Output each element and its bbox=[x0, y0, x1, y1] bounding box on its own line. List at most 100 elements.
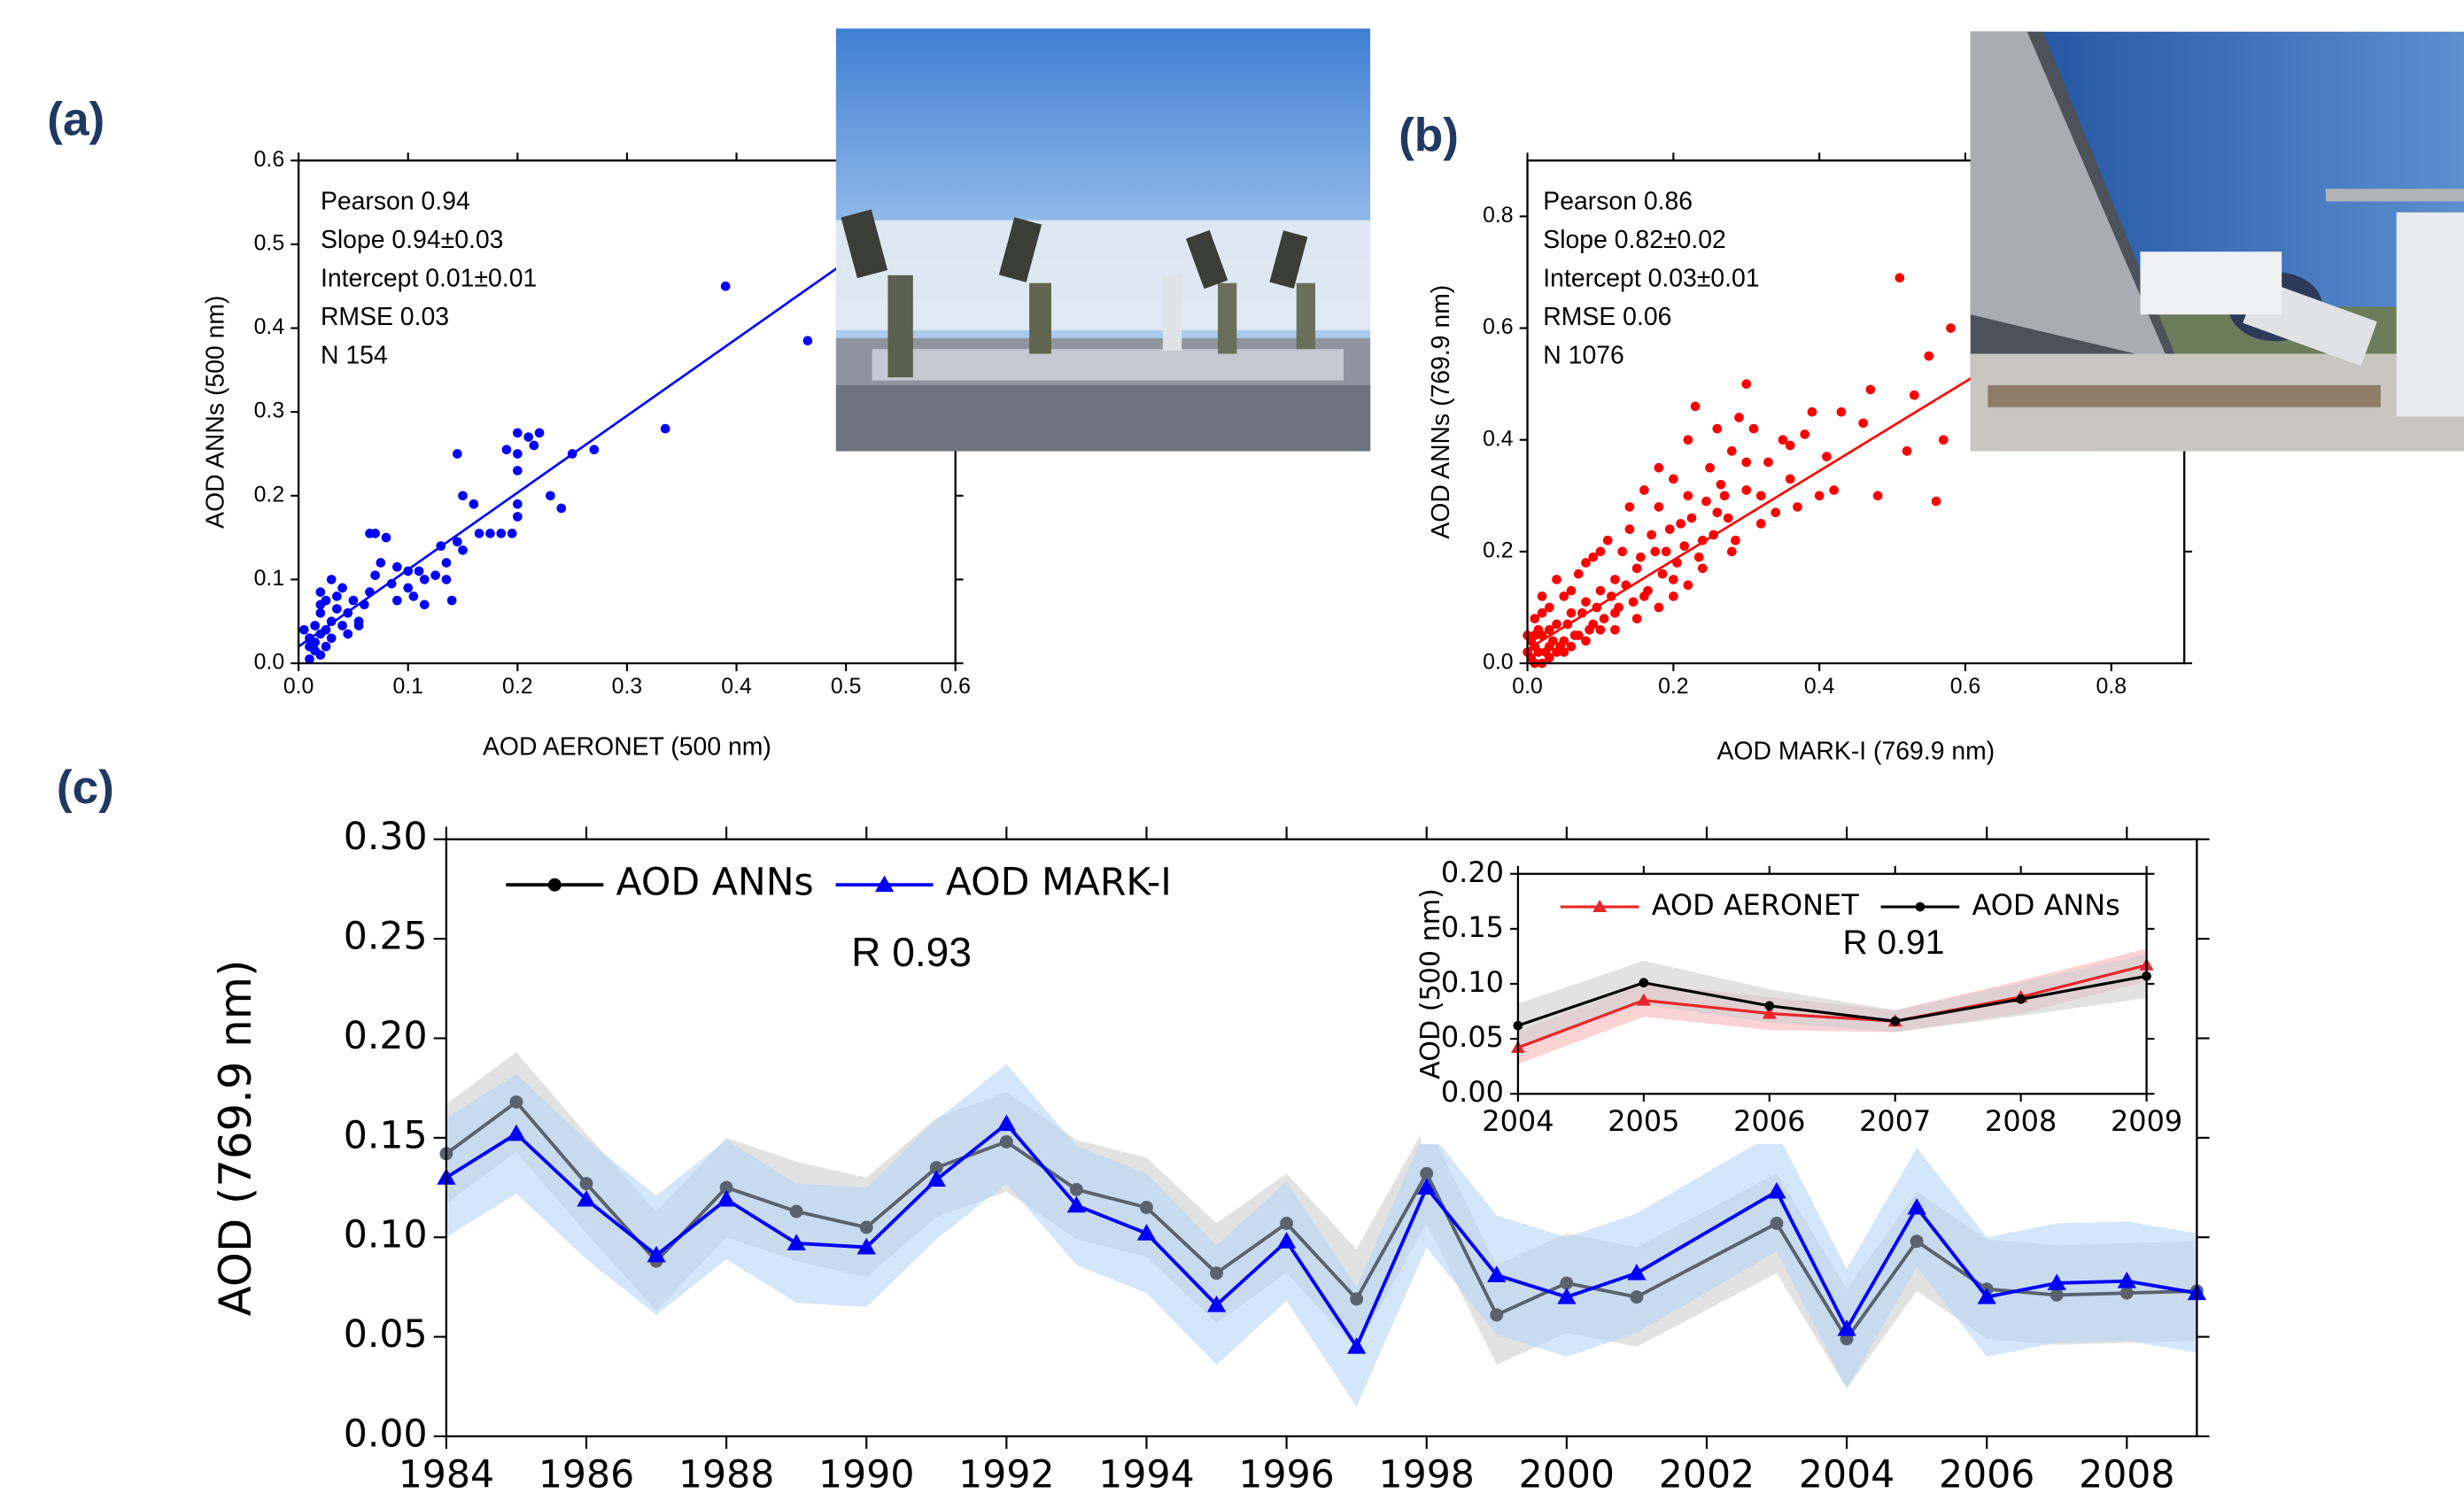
y-tick-label: 0.00 bbox=[344, 1412, 428, 1456]
x-tick-label: 0.0 bbox=[283, 675, 314, 699]
scatter-point bbox=[386, 578, 397, 589]
marker bbox=[1069, 1182, 1083, 1196]
scatter-point bbox=[1610, 624, 1620, 635]
scatter-point bbox=[1631, 563, 1642, 574]
scatter-point bbox=[1778, 435, 1788, 445]
marker bbox=[859, 1220, 873, 1234]
x-tick-label: 0.2 bbox=[1658, 675, 1689, 699]
marker bbox=[2047, 1273, 2066, 1290]
annotation: Intercept 0.03±0.01 bbox=[1543, 265, 1759, 293]
marker bbox=[1890, 1016, 1901, 1026]
y-tick-label: 0.05 bbox=[344, 1312, 428, 1357]
scatter-point bbox=[1829, 485, 1839, 495]
marker bbox=[1276, 1232, 1297, 1249]
scatter-point bbox=[332, 592, 342, 601]
y-tick-label: 0.15 bbox=[1441, 910, 1504, 944]
scatter-point bbox=[419, 600, 430, 610]
legend-marker bbox=[1592, 900, 1608, 913]
scatter-point bbox=[1610, 607, 1620, 618]
y-axis-label: AOD (769.9 nm) bbox=[210, 959, 261, 1316]
scatter-point bbox=[1894, 273, 1905, 283]
legend-label: AOD ANNs bbox=[616, 861, 814, 905]
scatter-point bbox=[1865, 384, 1876, 395]
x-tick-label: 2005 bbox=[1608, 1104, 1679, 1138]
scatter-point bbox=[458, 491, 468, 501]
y-tick-label: 0.6 bbox=[254, 148, 285, 172]
x-tick-label: 0.5 bbox=[831, 675, 862, 699]
scatter-point bbox=[512, 449, 523, 459]
scatter-point bbox=[353, 621, 364, 631]
y-tick-label: 0.8 bbox=[1483, 204, 1514, 228]
scatter-point bbox=[1931, 496, 1941, 507]
scatter-point bbox=[1654, 502, 1664, 512]
x-tick-label: 2008 bbox=[2079, 1453, 2174, 1497]
fit-line bbox=[1526, 371, 1981, 651]
x-tick-label: 0.0 bbox=[1512, 675, 1543, 699]
plots: (a) 0.0 0.1 0.2 0.3 0.4 0.5 0.6 0.0 0.1 0.2 0.3 0.4 0… bbox=[47, 94, 2210, 1497]
scatter-point bbox=[326, 633, 337, 643]
annotation: Slope 0.82±0.02 bbox=[1543, 226, 1725, 254]
scatter-point bbox=[589, 445, 600, 455]
scatter-point bbox=[1664, 524, 1675, 534]
marker bbox=[1636, 993, 1651, 1006]
scatter-point bbox=[1741, 379, 1752, 389]
scatter-point bbox=[1741, 457, 1752, 468]
scatter-point bbox=[523, 432, 533, 442]
x-tick-label: 2008 bbox=[1985, 1104, 2057, 1138]
scatter-point bbox=[1530, 614, 1540, 623]
y-tick-label: 0.2 bbox=[1483, 538, 1514, 562]
scatter-point bbox=[326, 575, 337, 584]
scatter-point bbox=[1698, 563, 1708, 574]
scatter-point bbox=[1924, 351, 1934, 361]
y-tick-label: 0.4 bbox=[1483, 427, 1514, 451]
panel-label: (c) bbox=[57, 762, 114, 814]
scatter-point bbox=[305, 654, 314, 664]
scatter-point bbox=[1624, 524, 1635, 534]
scatter-point bbox=[1617, 546, 1628, 557]
annotation: Intercept 0.01±0.01 bbox=[321, 265, 537, 293]
scatter-point bbox=[1566, 607, 1577, 618]
x-tick-label: 0.6 bbox=[1950, 675, 1981, 699]
x-tick-label: 1998 bbox=[1379, 1453, 1475, 1497]
marker bbox=[1557, 1287, 1577, 1304]
scatter-point bbox=[1723, 513, 1733, 523]
x-tick-label: 2004 bbox=[1482, 1104, 1554, 1138]
scatter-point bbox=[1679, 541, 1690, 551]
scatter-point bbox=[1946, 323, 1956, 333]
scatter-point bbox=[1693, 552, 1704, 562]
scatter-point bbox=[1814, 491, 1825, 501]
x-tick-label: 1994 bbox=[1098, 1453, 1194, 1497]
marker bbox=[1764, 1001, 1775, 1011]
fit-line bbox=[298, 222, 902, 648]
marker bbox=[999, 1134, 1013, 1149]
y-tick-label: 0.30 bbox=[344, 815, 428, 859]
scatter-point bbox=[1581, 636, 1591, 646]
scatter-point bbox=[469, 499, 479, 509]
scatter-point bbox=[414, 566, 424, 576]
scatter-point bbox=[1669, 474, 1678, 484]
scatter-point bbox=[1530, 631, 1540, 640]
annotation: R 0.91 bbox=[1842, 924, 1944, 962]
marker bbox=[1762, 1006, 1777, 1019]
y-tick-label: 0.4 bbox=[254, 315, 285, 339]
scatter-point bbox=[1628, 597, 1639, 607]
scatter-point bbox=[453, 449, 462, 459]
marker bbox=[1280, 1217, 1294, 1230]
marker bbox=[2119, 1286, 2134, 1300]
x-tick-label: 0.4 bbox=[721, 675, 752, 699]
scatter-point bbox=[1654, 602, 1664, 613]
marker bbox=[1347, 1337, 1367, 1354]
x-tick-label: 1984 bbox=[399, 1453, 494, 1497]
scatter-point bbox=[1793, 502, 1802, 512]
scatter-point bbox=[1566, 641, 1577, 652]
y-tick-label: 0.10 bbox=[1441, 965, 1504, 999]
x-tick-label: 0.6 bbox=[940, 675, 971, 699]
error-band bbox=[446, 1052, 2197, 1389]
scatter-point bbox=[1771, 507, 1781, 518]
scatter-point bbox=[534, 428, 545, 438]
x-tick-label: 0.8 bbox=[2096, 675, 2127, 699]
marker bbox=[1066, 1195, 1087, 1213]
scatter-point bbox=[1800, 429, 1810, 439]
scatter-point bbox=[512, 512, 523, 522]
